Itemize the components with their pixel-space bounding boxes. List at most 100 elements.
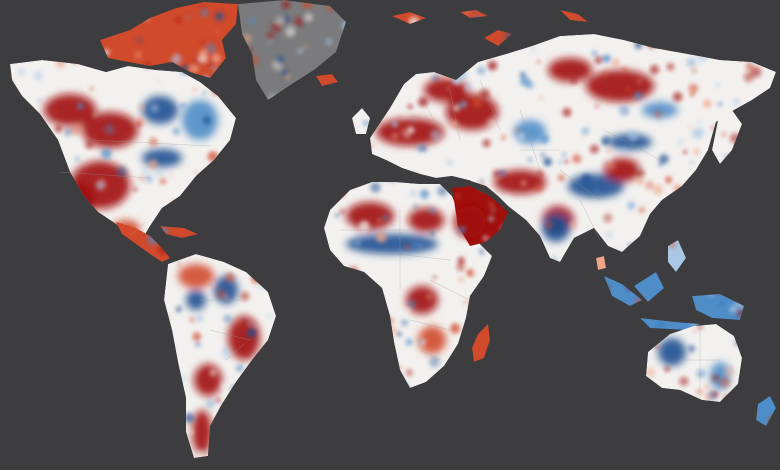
texture-speck <box>466 269 475 277</box>
texture-speck <box>528 157 532 162</box>
country-borders <box>59 79 720 390</box>
texture-speck <box>606 148 613 154</box>
texture-speck <box>396 331 402 337</box>
texture-speck <box>589 144 599 154</box>
texture-speck <box>132 186 138 192</box>
texture-speck <box>664 366 670 372</box>
texture-speck <box>644 180 655 190</box>
texture-speck <box>696 388 703 396</box>
texture-speck <box>169 173 174 178</box>
texture-speck <box>605 230 614 239</box>
texture-speck <box>729 306 736 313</box>
texture-speck <box>562 152 567 157</box>
texture-speck <box>612 58 620 67</box>
texture-speck <box>177 93 187 103</box>
texture-speck <box>220 382 230 391</box>
texture-speck <box>223 314 233 324</box>
texture-speck <box>719 301 724 305</box>
texture-speck <box>564 159 569 164</box>
region-svalbard <box>392 10 588 46</box>
texture-speck <box>507 139 515 148</box>
texture-speck <box>148 137 158 147</box>
texture-speck <box>539 134 550 145</box>
texture-speck <box>562 107 572 117</box>
texture-speck <box>304 12 314 22</box>
texture-speck <box>172 127 181 136</box>
texture-speck <box>405 338 413 346</box>
texture-speck <box>672 92 683 102</box>
texture-speck <box>200 8 209 18</box>
texture-speck <box>697 324 703 330</box>
texture-speck <box>122 84 131 93</box>
texture-speck <box>545 221 553 229</box>
texture-speck <box>377 218 381 223</box>
texture-speck <box>690 92 694 97</box>
texture-speck <box>456 194 460 198</box>
texture-speck <box>543 157 552 167</box>
texture-speck <box>534 183 544 193</box>
texture-speck <box>464 83 473 92</box>
texture-speck <box>696 369 706 379</box>
texture-speck <box>636 177 644 186</box>
texture-speck <box>246 328 257 338</box>
texture-speck <box>100 148 112 160</box>
texture-speck <box>53 110 58 114</box>
texture-speck <box>186 169 195 178</box>
texture-speck <box>267 32 275 40</box>
texture-speck <box>393 340 398 345</box>
region-japan <box>712 110 742 164</box>
texture-speck <box>95 180 106 190</box>
texture-speck <box>135 120 142 128</box>
region-madagascar <box>472 324 490 362</box>
texture-speck <box>17 67 26 76</box>
texture-speck <box>403 132 411 139</box>
texture-speck <box>136 37 143 44</box>
texture-speck <box>370 144 374 148</box>
texture-speck <box>688 125 693 129</box>
texture-speck <box>519 71 526 78</box>
texture-speck <box>446 159 454 166</box>
texture-speck <box>201 41 206 46</box>
hotspot-western-australia <box>658 338 686 366</box>
texture-speck <box>444 323 449 328</box>
texture-speck <box>175 305 182 313</box>
texture-speck <box>335 213 340 218</box>
texture-speck <box>171 54 182 65</box>
texture-speck <box>571 78 577 84</box>
texture-speck <box>345 226 354 235</box>
texture-speck <box>358 220 370 232</box>
texture-speck <box>594 103 599 109</box>
texture-speck <box>652 184 664 195</box>
hotspot-patagonia <box>192 410 212 454</box>
texture-speck <box>719 377 731 388</box>
texture-speck <box>717 101 723 107</box>
texture-speck <box>591 50 598 57</box>
texture-speck <box>603 213 613 223</box>
texture-speck <box>205 43 217 54</box>
hotspot-central-siberia <box>586 70 654 102</box>
region-africa <box>324 182 492 388</box>
texture-speck <box>196 450 205 458</box>
hotspot-northern-india <box>542 214 570 242</box>
texture-speck <box>216 30 220 34</box>
texture-speck <box>430 231 435 237</box>
texture-speck <box>638 165 642 169</box>
texture-speck <box>688 83 699 94</box>
texture-speck <box>745 62 754 71</box>
texture-speck <box>418 339 424 345</box>
texture-speck <box>498 169 506 177</box>
hotspot-iran <box>494 170 546 194</box>
texture-speck <box>602 47 610 55</box>
region-new-zealand <box>756 396 776 426</box>
texture-speck <box>55 125 62 133</box>
texture-speck <box>205 399 215 409</box>
texture-speck <box>538 95 543 100</box>
texture-speck <box>404 244 411 250</box>
texture-speck <box>750 66 762 78</box>
texture-speck <box>724 366 735 377</box>
texture-speck <box>370 182 381 193</box>
texture-speck <box>410 190 417 197</box>
texture-speck <box>275 16 285 26</box>
hotspot-sahara-west <box>408 208 444 232</box>
